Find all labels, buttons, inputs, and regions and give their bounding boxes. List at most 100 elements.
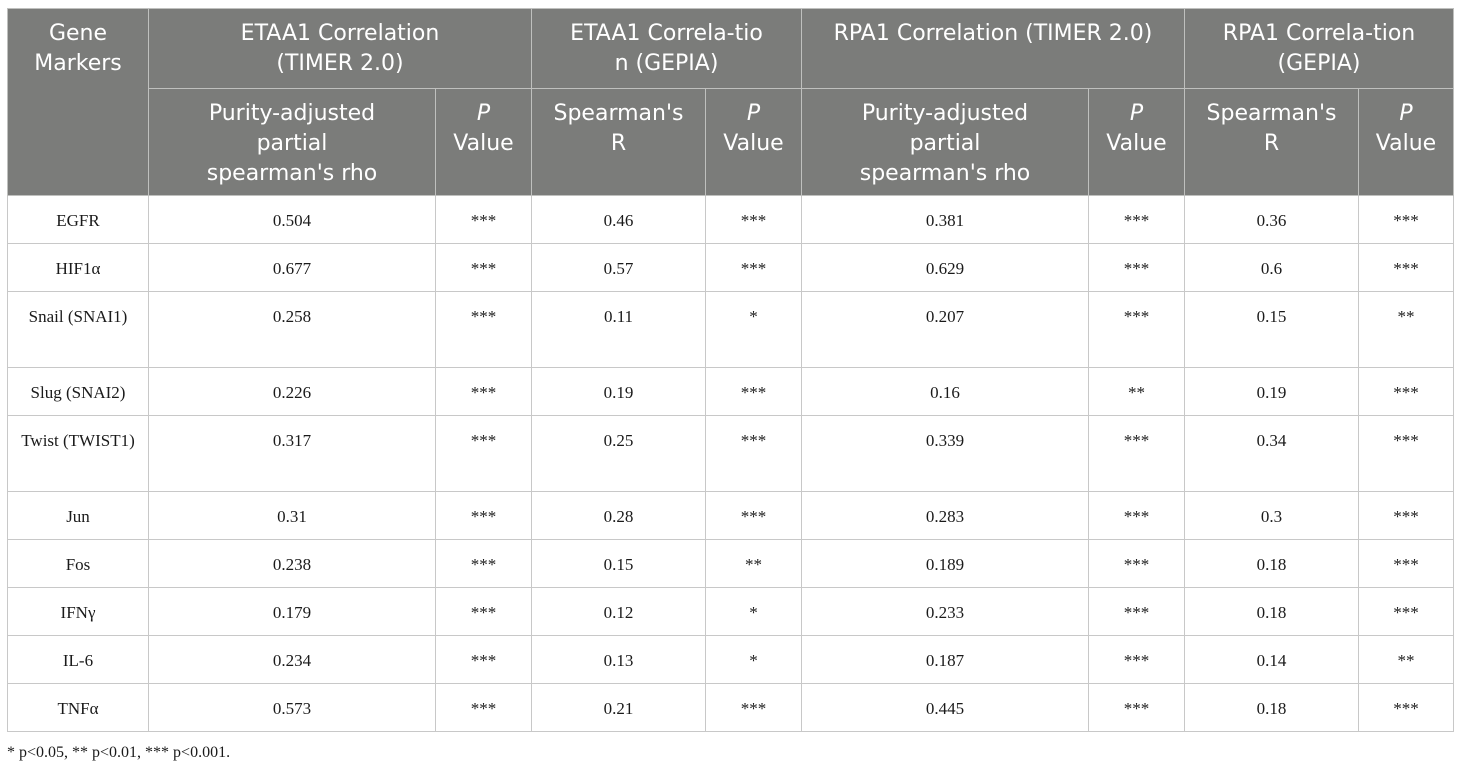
subheader-p-label: P xyxy=(1129,101,1144,126)
value-cell: 0.258 xyxy=(148,291,436,368)
subheader-etaa1-gepia-pvalue: P Value xyxy=(705,88,802,196)
gene-cell: Twist (TWIST1) xyxy=(7,415,149,492)
value-cell: 0.317 xyxy=(148,415,436,492)
subheader-value-label: Value xyxy=(453,131,514,156)
significance-cell: *** xyxy=(1358,491,1455,540)
value-cell: 0.46 xyxy=(531,195,706,244)
significance-cell: *** xyxy=(1358,587,1455,636)
gene-cell: HIF1α xyxy=(7,243,149,292)
value-cell: 0.283 xyxy=(801,491,1089,540)
significance-cell: *** xyxy=(1087,683,1186,732)
value-cell: 0.19 xyxy=(1184,367,1360,416)
value-cell: 0.36 xyxy=(1184,195,1360,244)
significance-cell: ** xyxy=(705,539,802,588)
significance-cell: *** xyxy=(705,491,802,540)
value-cell: 0.25 xyxy=(531,415,706,492)
gene-cell: Jun xyxy=(7,491,149,540)
significance-cell: * xyxy=(705,291,802,368)
table-row: IL-6 0.234 *** 0.13 * 0.187 *** 0.14 ** xyxy=(7,635,1455,684)
value-cell: 0.13 xyxy=(531,635,706,684)
subheader-spearman-r-label: Spearman's R xyxy=(1206,101,1337,156)
gene-cell: EGFR xyxy=(7,195,149,244)
subheader-value-label: Value xyxy=(1106,131,1167,156)
table-row: Snail (SNAI1) 0.258 *** 0.11 * 0.207 ***… xyxy=(7,291,1455,368)
value-cell: 0.18 xyxy=(1184,587,1360,636)
header-etaa1-timer-label: ETAA1 Correlation (TIMER 2.0) xyxy=(240,21,440,76)
table-row: Twist (TWIST1) 0.317 *** 0.25 *** 0.339 … xyxy=(7,415,1455,492)
value-cell: 0.6 xyxy=(1184,243,1360,292)
subheader-p-label: P xyxy=(746,101,761,126)
table-footnote: * p<0.05, ** p<0.01, *** p<0.001. xyxy=(7,744,231,761)
subheader-rpa1-timer-rho: Purity-adjusted partial spearman's rho xyxy=(801,88,1089,196)
significance-cell: *** xyxy=(1087,587,1186,636)
value-cell: 0.15 xyxy=(1184,291,1360,368)
value-cell: 0.3 xyxy=(1184,491,1360,540)
table-row: HIF1α 0.677 *** 0.57 *** 0.629 *** 0.6 *… xyxy=(7,243,1455,292)
significance-cell: *** xyxy=(705,683,802,732)
gene-cell: IL-6 xyxy=(7,635,149,684)
significance-cell: * xyxy=(705,587,802,636)
header-gene-markers-label: Gene Markers xyxy=(34,21,122,76)
significance-cell: *** xyxy=(1087,291,1186,368)
value-cell: 0.238 xyxy=(148,539,436,588)
value-cell: 0.179 xyxy=(148,587,436,636)
value-cell: 0.28 xyxy=(531,491,706,540)
significance-cell: *** xyxy=(1087,539,1186,588)
significance-cell: *** xyxy=(1358,195,1455,244)
value-cell: 0.21 xyxy=(531,683,706,732)
significance-cell: *** xyxy=(1358,539,1455,588)
value-cell: 0.18 xyxy=(1184,539,1360,588)
table-row: Slug (SNAI2) 0.226 *** 0.19 *** 0.16 ** … xyxy=(7,367,1455,416)
value-cell: 0.677 xyxy=(148,243,436,292)
header-rpa1-gepia-label: RPA1 Correla-tion (GEPIA) xyxy=(1222,21,1416,76)
value-cell: 0.629 xyxy=(801,243,1089,292)
value-cell: 0.34 xyxy=(1184,415,1360,492)
value-cell: 0.226 xyxy=(148,367,436,416)
header-etaa1-gepia-label: ETAA1 Correla-tion (GEPIA) xyxy=(570,21,763,76)
significance-cell: *** xyxy=(1358,415,1455,492)
significance-cell: *** xyxy=(435,243,532,292)
significance-cell: *** xyxy=(435,635,532,684)
table-row: TNFα 0.573 *** 0.21 *** 0.445 *** 0.18 *… xyxy=(7,683,1455,732)
header-rpa1-timer: RPA1 Correlation (TIMER 2.0) xyxy=(800,8,1186,89)
subheader-p-label: P xyxy=(1399,101,1413,126)
significance-cell: *** xyxy=(1087,415,1186,492)
header-rpa1-gepia: RPA1 Correla-tion (GEPIA) xyxy=(1184,8,1455,89)
subheader-rho-label: Purity-adjusted partial spearman's rho xyxy=(859,101,1031,186)
value-cell: 0.57 xyxy=(531,243,706,292)
subheader-p-label: P xyxy=(476,101,491,126)
correlation-table: Gene Markers ETAA1 Correlation (TIMER 2.… xyxy=(7,8,1455,732)
value-cell: 0.11 xyxy=(531,291,706,368)
significance-cell: *** xyxy=(435,539,532,588)
significance-cell: *** xyxy=(705,367,802,416)
gene-cell: IFNγ xyxy=(7,587,149,636)
significance-cell: *** xyxy=(1358,367,1455,416)
subheader-value-label: Value xyxy=(1375,131,1437,156)
significance-cell: *** xyxy=(1087,243,1186,292)
value-cell: 0.19 xyxy=(531,367,706,416)
value-cell: 0.189 xyxy=(801,539,1089,588)
value-cell: 0.12 xyxy=(531,587,706,636)
value-cell: 0.381 xyxy=(801,195,1089,244)
subheader-rpa1-gepia-r: Spearman's R xyxy=(1184,88,1360,196)
table-row: IFNγ 0.179 *** 0.12 * 0.233 *** 0.18 *** xyxy=(7,587,1455,636)
subheader-rho-label: Purity-adjusted partial spearman's rho xyxy=(206,101,378,186)
significance-cell: *** xyxy=(705,415,802,492)
significance-cell: *** xyxy=(435,683,532,732)
significance-cell: *** xyxy=(435,415,532,492)
value-cell: 0.31 xyxy=(148,491,436,540)
significance-cell: *** xyxy=(435,291,532,368)
significance-cell: ** xyxy=(1358,291,1455,368)
gene-cell: Snail (SNAI1) xyxy=(7,291,149,368)
significance-cell: *** xyxy=(435,195,532,244)
significance-cell: *** xyxy=(1358,683,1455,732)
value-cell: 0.339 xyxy=(801,415,1089,492)
value-cell: 0.18 xyxy=(1184,683,1360,732)
table-row: Fos 0.238 *** 0.15 ** 0.189 *** 0.18 *** xyxy=(7,539,1455,588)
gene-cell: Fos xyxy=(7,539,149,588)
significance-cell: ** xyxy=(1087,367,1186,416)
significance-cell: *** xyxy=(1087,491,1186,540)
value-cell: 0.504 xyxy=(148,195,436,244)
subheader-etaa1-timer-rho: Purity-adjusted partial spearman's rho xyxy=(148,88,436,196)
significance-cell: *** xyxy=(435,491,532,540)
